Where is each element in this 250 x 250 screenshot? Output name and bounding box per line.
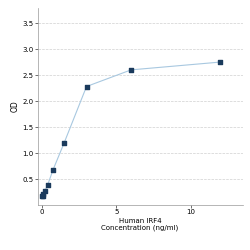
Point [218,60,222,64]
Point [129,68,133,72]
Point [84,84,88,88]
X-axis label: Human IRF4
Concentration (ng/ml): Human IRF4 Concentration (ng/ml) [102,218,178,232]
Y-axis label: OD: OD [10,100,19,112]
Point [62,141,66,145]
Point [40,194,44,198]
Point [51,168,55,172]
Point [43,189,47,193]
Point [41,194,45,198]
Point [41,192,45,196]
Point [46,183,50,187]
